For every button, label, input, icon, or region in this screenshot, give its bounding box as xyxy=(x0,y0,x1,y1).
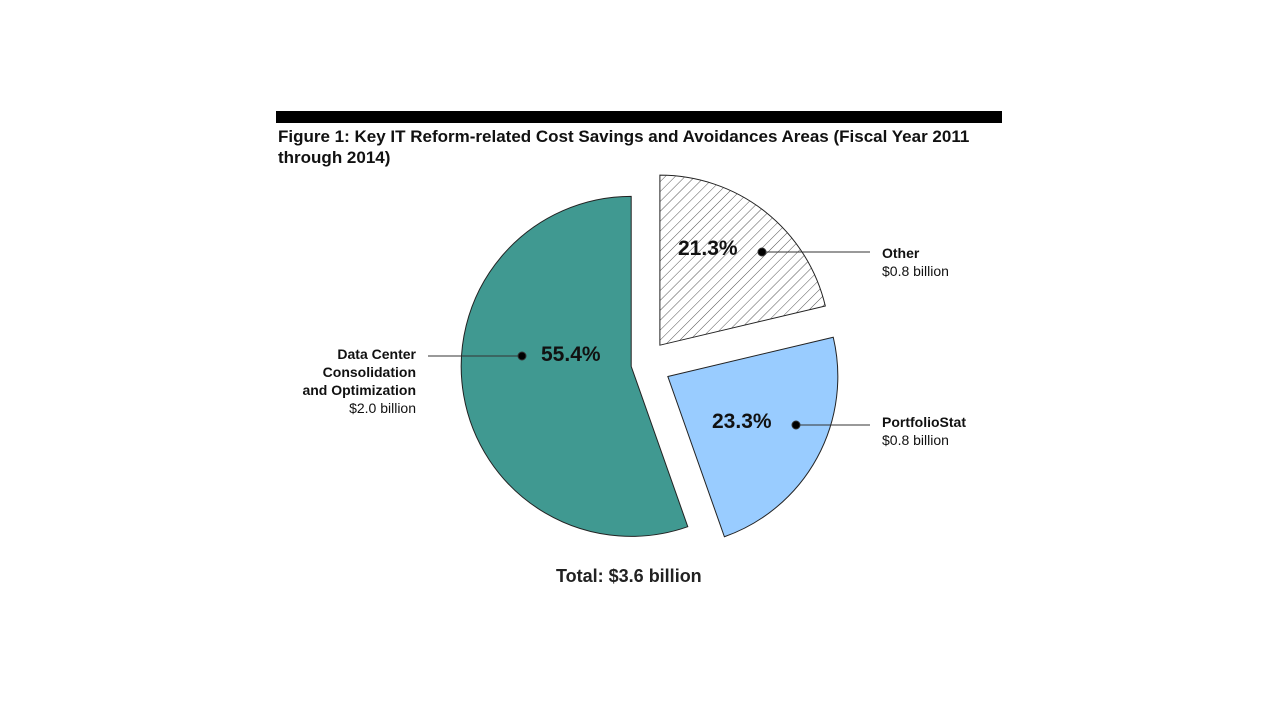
leader-dot-portfoliostat xyxy=(791,420,801,430)
leader-dot-other xyxy=(757,247,767,257)
pct-label-other: 21.3% xyxy=(678,237,738,260)
total-label: Total: $3.6 billion xyxy=(556,566,702,586)
label-other-name: Other xyxy=(882,245,920,261)
label-other-amount: $0.8 billion xyxy=(882,263,949,279)
label-other: Other $0.8 billion xyxy=(882,244,949,280)
pie-slice-portfoliostat xyxy=(667,336,839,538)
label-portfoliostat-name: PortfolioStat xyxy=(882,414,966,430)
label-data-center-amount: $2.0 billion xyxy=(349,400,416,416)
title-rule xyxy=(276,111,1002,123)
label-portfoliostat-amount: $0.8 billion xyxy=(882,432,949,448)
figure-title: Figure 1: Key IT Reform-related Cost Sav… xyxy=(278,127,970,167)
label-data-center-line3: and Optimization xyxy=(302,382,416,398)
label-data-center: Data Center Consolidation and Optimizati… xyxy=(302,345,416,417)
label-data-center-line1: Data Center xyxy=(337,346,416,362)
pie-slice-data-center-consolidation-and-optimization xyxy=(460,195,689,537)
leader-dot-data-center xyxy=(517,351,527,361)
pct-label-portfoliostat: 23.3% xyxy=(712,410,772,433)
label-data-center-line2: Consolidation xyxy=(322,364,416,380)
pie-slice-other xyxy=(659,174,826,346)
pct-label-data-center: 55.4% xyxy=(541,343,601,366)
label-portfoliostat: PortfolioStat $0.8 billion xyxy=(882,413,966,449)
